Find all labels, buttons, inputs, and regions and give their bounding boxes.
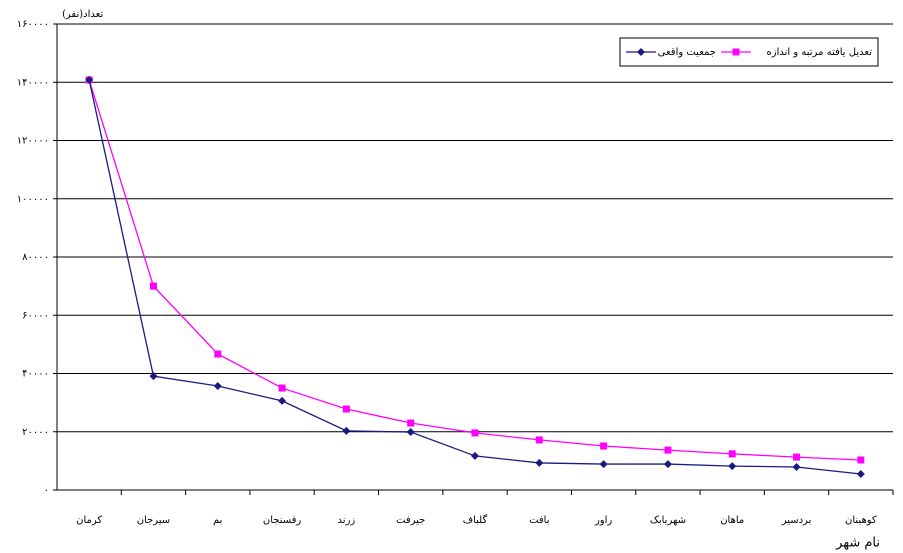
- legend-label: جمعیت واقعی: [658, 47, 716, 58]
- data-point: [214, 350, 222, 358]
- legend-marker: [637, 48, 645, 56]
- x-axis-label: نام شهر: [835, 536, 880, 551]
- x-tick-label: سیرجان: [137, 515, 171, 526]
- data-point: [600, 442, 608, 450]
- y-tick-label: ۱۴۰۰۰۰: [17, 77, 49, 88]
- data-point: [728, 462, 737, 471]
- data-point: [278, 396, 287, 405]
- data-point: [856, 469, 865, 478]
- data-point: [793, 453, 801, 461]
- x-tick-label: کوهبنان: [845, 515, 877, 526]
- data-point: [342, 405, 350, 413]
- y-tick-label: ۸۰۰۰۰: [22, 252, 49, 263]
- y-tick-label: ۱۶۰۰۰۰: [17, 19, 49, 30]
- data-point: [664, 446, 672, 454]
- legend-marker: [732, 48, 740, 56]
- x-tick-label: ماهان: [720, 515, 744, 526]
- x-tick-label: گلباف: [463, 514, 488, 526]
- x-tick-label: بم: [213, 515, 222, 526]
- data-point: [278, 384, 286, 392]
- x-tick-label: راور: [594, 515, 612, 526]
- data-point: [342, 426, 351, 435]
- x-tick-label: کرمان: [76, 515, 102, 526]
- data-point: [535, 458, 544, 467]
- x-tick-label: بردسیر: [781, 515, 812, 526]
- x-tick-label: رفسنجان: [263, 515, 302, 526]
- legend-label: تعدیل یافته مرتبه و اندازه: [767, 47, 873, 58]
- x-tick-label: شهربابک: [650, 515, 686, 526]
- data-point: [792, 462, 801, 471]
- y-tick-label: ۶۰۰۰۰: [22, 310, 49, 321]
- series-line: [88, 79, 861, 475]
- series-line: [88, 79, 861, 461]
- data-point: [471, 429, 479, 437]
- data-point: [213, 382, 222, 391]
- y-tick-label: ۲۰۰۰۰: [22, 427, 49, 438]
- y-tick-label: ۱۲۰۰۰۰: [17, 136, 49, 147]
- data-point: [728, 450, 736, 458]
- data-point: [149, 372, 158, 381]
- y-tick-label: ۴۰۰۰۰: [22, 369, 49, 380]
- x-tick-label: زرند: [338, 515, 356, 526]
- x-tick-label: جیرفت: [396, 515, 425, 526]
- data-point: [85, 75, 94, 84]
- x-tick-label: بافت: [529, 515, 549, 526]
- data-point: [663, 460, 672, 469]
- data-point: [857, 456, 865, 464]
- y-tick-label: ۱۰۰۰۰۰: [17, 194, 49, 205]
- data-point: [599, 460, 608, 469]
- data-point: [535, 436, 543, 444]
- data-point: [149, 282, 157, 290]
- y-axis-label: تعداد(نفر): [62, 9, 103, 20]
- y-tick-label: ۰: [44, 485, 49, 496]
- data-point: [407, 419, 415, 427]
- data-point: [406, 428, 415, 437]
- data-point: [471, 451, 479, 460]
